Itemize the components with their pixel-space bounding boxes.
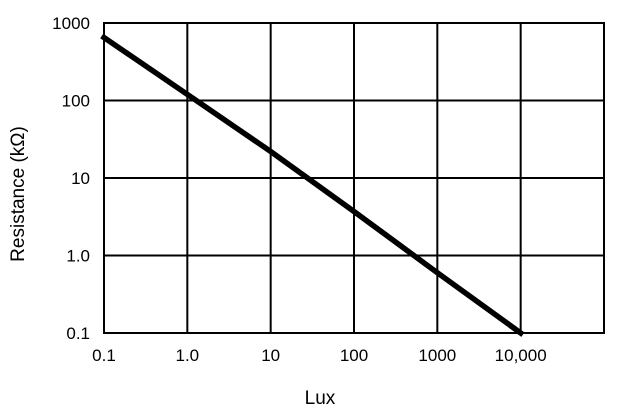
y-tick-label-0: 0.1 bbox=[66, 324, 90, 343]
y-axis-title: Resistance (kΩ) bbox=[8, 126, 29, 262]
y-tick-label-2: 10 bbox=[71, 169, 90, 188]
y-tick-label-1: 1.0 bbox=[66, 247, 90, 266]
x-tick-label-3: 100 bbox=[340, 346, 368, 365]
x-tick-label-2: 10 bbox=[261, 346, 280, 365]
series-layer bbox=[100, 33, 525, 337]
grid-lines bbox=[103, 22, 604, 334]
x-tick-label-0: 0.1 bbox=[92, 346, 116, 365]
y-tick-label-4: 1000 bbox=[52, 14, 90, 33]
x-tick-label-5: 10,000 bbox=[495, 346, 547, 365]
series-line-0 bbox=[100, 33, 525, 337]
x-tick-label-1: 1.0 bbox=[176, 346, 200, 365]
x-axis-title: Lux bbox=[305, 388, 336, 409]
x-tick-label-4: 1000 bbox=[418, 346, 456, 365]
plot-frame bbox=[103, 22, 605, 334]
x-tick-labels: 0.1 1.0 10 100 1000 10,000 bbox=[92, 346, 546, 365]
y-tick-labels: 0.1 1.0 10 100 1000 bbox=[52, 14, 90, 343]
y-tick-label-3: 100 bbox=[62, 92, 90, 111]
